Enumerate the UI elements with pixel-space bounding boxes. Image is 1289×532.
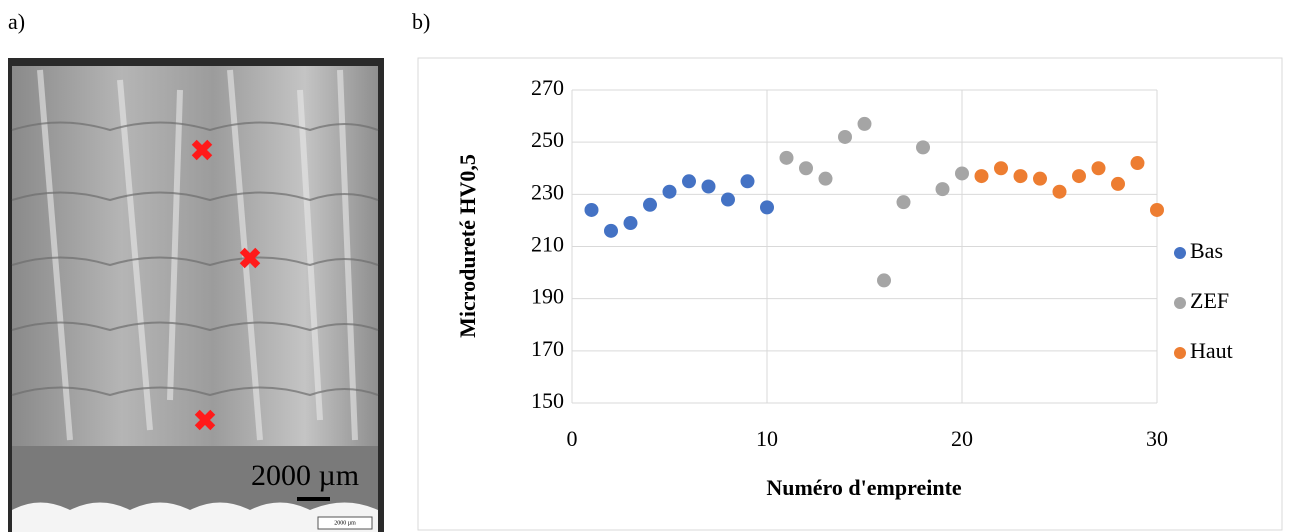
x-tick-label: 0 [567, 426, 578, 451]
legend-label: ZEF [1190, 288, 1229, 313]
micrograph: 2000 µm 2000 µm [8, 58, 384, 532]
point [799, 161, 813, 176]
point [740, 174, 755, 189]
legend-label: Bas [1190, 238, 1223, 263]
x-tick-label: 20 [951, 426, 973, 451]
point [721, 192, 735, 207]
point [896, 195, 911, 210]
x-tick-label: 10 [756, 426, 778, 451]
point [916, 140, 930, 155]
point [877, 273, 891, 288]
point [838, 129, 852, 144]
point [662, 184, 677, 199]
legend-label: Haut [1190, 338, 1233, 363]
y-tick-label: 190 [531, 284, 564, 309]
panel-label: b) [412, 9, 430, 34]
y-tick-label: 230 [531, 179, 564, 204]
point [643, 197, 657, 212]
point [682, 174, 696, 189]
y-tick-label: 270 [531, 75, 564, 100]
point [1150, 202, 1164, 217]
legend-marker [1174, 347, 1186, 359]
y-tick-label: 210 [531, 232, 564, 257]
point [1033, 171, 1047, 186]
point [1091, 161, 1106, 176]
y-tick-label: 250 [531, 127, 564, 152]
point [935, 182, 950, 197]
point [1130, 156, 1145, 171]
point [584, 202, 599, 217]
x-tick-label: 30 [1146, 426, 1168, 451]
scale-label-small: 2000 µm [334, 520, 356, 526]
point [604, 223, 618, 238]
legend-marker [1174, 297, 1186, 309]
point [994, 161, 1008, 176]
point [1072, 169, 1086, 184]
point [857, 116, 872, 131]
point [701, 179, 716, 194]
scale-label: 2000 µm [251, 459, 359, 492]
point [623, 216, 638, 231]
y-tick-label: 150 [531, 388, 564, 413]
panel-label: a) [8, 9, 25, 34]
point [1111, 176, 1125, 191]
point [779, 150, 794, 165]
point [1052, 184, 1067, 199]
point [760, 200, 774, 215]
y-tick-label: 170 [531, 336, 564, 361]
point [955, 166, 969, 181]
point [1013, 169, 1028, 184]
y-axis-title: Microdureté HV0,5 [455, 154, 480, 338]
point [974, 169, 989, 184]
point [818, 171, 833, 186]
legend-marker [1174, 247, 1186, 259]
x-axis-title: Numéro d'empreinte [766, 475, 962, 500]
